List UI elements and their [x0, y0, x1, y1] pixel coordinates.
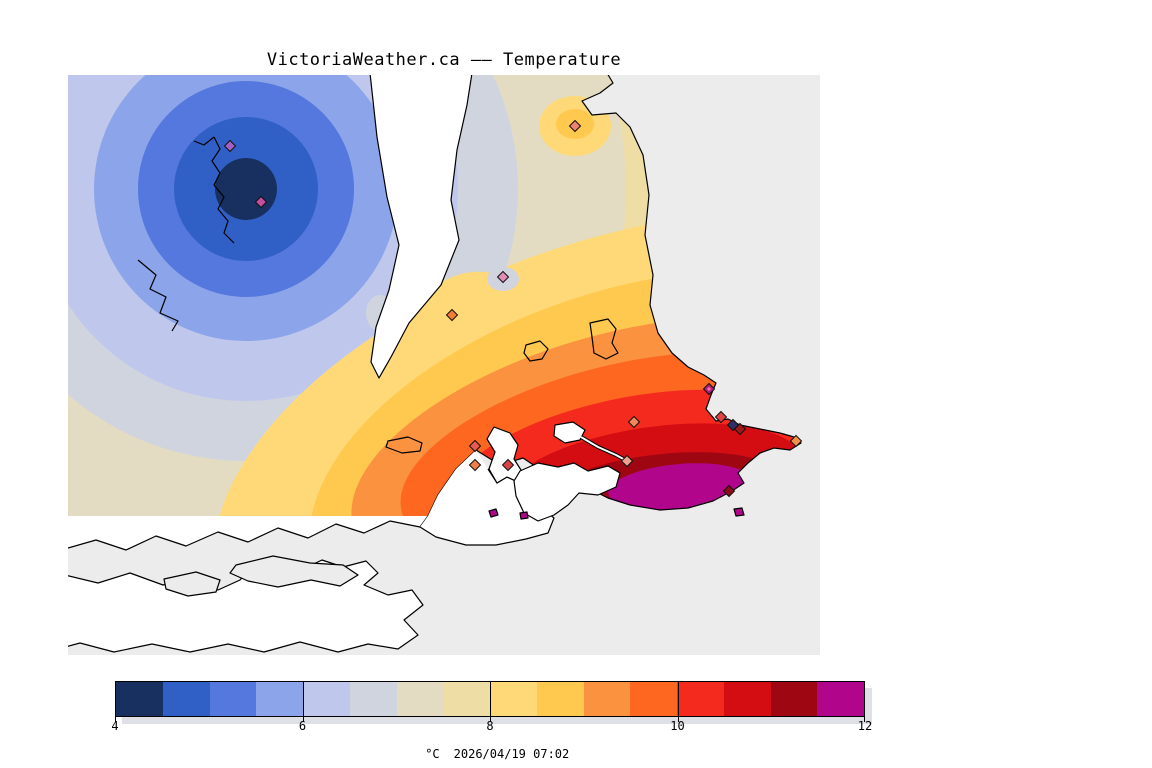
station-marker[interactable] [496, 270, 510, 284]
colorbar-divider [490, 682, 491, 716]
lake-outline [523, 340, 549, 362]
gorge-channel-water [580, 436, 628, 462]
station-marker[interactable] [722, 484, 736, 498]
station-marker[interactable] [733, 422, 747, 436]
station-marker[interactable] [627, 415, 641, 429]
victoria-harbour-water [513, 462, 621, 522]
sooke-basin-water [229, 555, 359, 588]
station-marker[interactable] [254, 195, 268, 209]
islet [488, 508, 499, 518]
colorbar-segment [256, 682, 303, 716]
colorbar-unit-label: °C [425, 747, 440, 761]
south-coastline [68, 515, 429, 551]
sooke-harbour-water [163, 571, 221, 597]
colorbar-tick-label: 4 [111, 719, 119, 733]
colorbar-segment [443, 682, 490, 716]
colorbar-segment [677, 682, 724, 716]
colorbar-segment [770, 682, 818, 716]
colorbar-segment [536, 682, 584, 716]
colorbar-divider [302, 682, 304, 716]
colorbar-segments [116, 682, 864, 716]
station-marker-center [707, 387, 711, 391]
temperature-map [68, 75, 820, 655]
station-marker[interactable] [445, 308, 459, 322]
inlet-water [369, 75, 473, 379]
station-marker[interactable] [568, 119, 582, 133]
esquimalt-harbour-water [486, 426, 522, 484]
colorbar-segment [583, 682, 631, 716]
colorbar-segment [490, 682, 537, 716]
page-title: VictoriaWeather.ca —— Temperature [266, 50, 622, 70]
station-marker[interactable] [468, 458, 482, 472]
colorbar-timestamp: 2026/04/19 07:02 [453, 747, 570, 761]
colorbar-segment [349, 682, 397, 716]
lake-outline [385, 436, 423, 454]
islet [519, 511, 529, 520]
lake-outline [589, 318, 619, 360]
station-layer [223, 119, 803, 498]
colorbar-segment [817, 682, 864, 716]
coastline-layer [68, 75, 802, 653]
colorbar-segment [116, 682, 163, 716]
station-marker[interactable] [468, 439, 482, 453]
station-marker[interactable] [789, 434, 803, 448]
lake-outline [137, 259, 179, 332]
colorbar-segment [162, 682, 210, 716]
colorbar-tick-mark [115, 717, 116, 722]
colorbar-segment [209, 682, 257, 716]
colorbar-segment [396, 682, 444, 716]
colorbar [115, 681, 865, 717]
station-marker[interactable] [223, 139, 237, 153]
lake-outline [193, 136, 215, 146]
station-marker[interactable] [620, 454, 634, 468]
station-marker[interactable] [501, 458, 515, 472]
colorbar-footer: °C 2026/04/19 07:02 [115, 733, 865, 761]
colorbar-divider [677, 682, 679, 716]
lake-outline [211, 136, 235, 244]
map-canvas [68, 75, 820, 655]
colorbar-segment [630, 682, 677, 716]
islet [733, 507, 745, 517]
portage-inlet-water [553, 421, 586, 444]
field-band [215, 158, 277, 220]
station-marker[interactable] [714, 410, 728, 424]
colorbar-segment [303, 682, 350, 716]
nodata-land-esquimalt [420, 450, 554, 545]
colorbar-segment [723, 682, 771, 716]
